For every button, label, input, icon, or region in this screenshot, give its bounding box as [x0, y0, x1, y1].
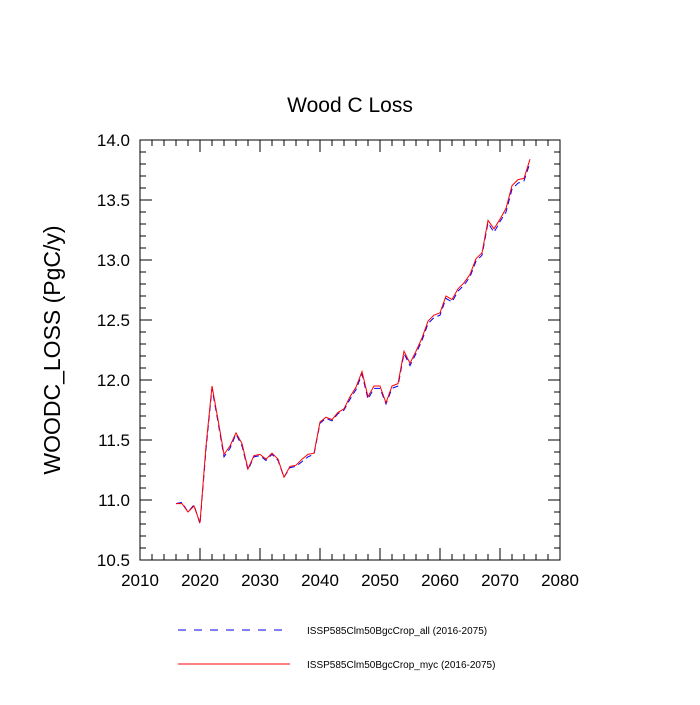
x-tick-label: 2050: [361, 571, 399, 590]
y-tick-label: 14.0: [97, 131, 130, 150]
plot-frame: [139, 139, 561, 561]
x-tick-label: 2080: [541, 571, 579, 590]
axes: 2010 2020 2030 2040 2050 2060 2070 2080 10.5 11.0…: [97, 131, 579, 590]
y-tick-label: 13.5: [97, 191, 130, 210]
series-line-1: [175, 162, 531, 525]
chart-title: Wood C Loss: [287, 94, 413, 117]
series-line-2: [176, 159, 531, 523]
x-tick-label: 2010: [121, 571, 159, 590]
x-tick-label: 2030: [241, 571, 279, 590]
series-layer: [175, 159, 531, 525]
y-tick-label: 13.0: [97, 251, 130, 270]
legend-label-1: ISSP585Clm50BgcCrop_all (2016-2075): [307, 626, 487, 637]
y-tick-label: 10.5: [97, 551, 130, 570]
x-tick-label: 2040: [301, 571, 339, 590]
y-tick-label: 11.5: [98, 431, 130, 450]
y-tick-label: 12.0: [97, 371, 130, 390]
x-tick-label: 2060: [421, 571, 459, 590]
y-tick-label: 12.5: [97, 311, 130, 330]
y-tick-label: 11.0: [98, 491, 130, 510]
x-tick-label: 2020: [181, 571, 219, 590]
legend-label-2: ISSP585Clm50BgcCrop_myc (2016-2075): [307, 660, 495, 671]
y-axis-label: WOODC_LOSS (PgC/y): [39, 225, 65, 474]
legend: ISSP585Clm50BgcCrop_all (2016-2075) ISSP5…: [178, 626, 495, 671]
x-tick-label: 2070: [481, 571, 519, 590]
